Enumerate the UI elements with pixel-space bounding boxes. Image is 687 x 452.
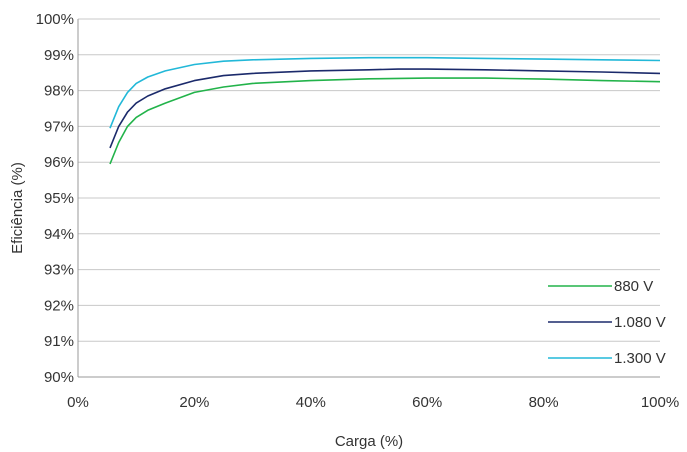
x-tick-label: 80% xyxy=(529,394,559,411)
legend: 880 V 1.080 V 1.300 V xyxy=(548,278,666,367)
y-tick-label: 99% xyxy=(44,47,74,64)
grid xyxy=(78,18,660,342)
axes: 90% 91% 92% 93% 94% 95% 96% 97% 98% 99% 100% 0% 20% 4… xyxy=(36,11,680,411)
legend-label: 880 V xyxy=(614,278,653,295)
y-tick-label: 93% xyxy=(44,262,74,279)
y-tick-label: 96% xyxy=(44,154,74,171)
series-line xyxy=(109,68,661,149)
x-tick-label: 60% xyxy=(412,394,442,411)
series-line xyxy=(109,56,661,129)
series-group xyxy=(109,56,661,165)
y-tick-label: 90% xyxy=(44,369,74,386)
y-tick-label: 95% xyxy=(44,190,74,207)
x-tick-label: 40% xyxy=(296,394,326,411)
x-tick-label: 20% xyxy=(179,394,209,411)
y-tick-label: 97% xyxy=(44,118,74,135)
x-tick-label: 100% xyxy=(641,394,679,411)
y-tick-label: 98% xyxy=(44,83,74,100)
legend-label: 1.080 V xyxy=(614,314,666,331)
y-tick-label: 92% xyxy=(44,297,74,314)
x-axis-title: Carga (%) xyxy=(335,433,403,450)
x-tick-label: 0% xyxy=(67,394,89,411)
y-tick-label: 100% xyxy=(36,11,74,28)
legend-label: 1.300 V xyxy=(614,350,666,367)
y-axis-title: Eficiência (%) xyxy=(9,162,26,254)
y-tick-label: 91% xyxy=(44,333,74,350)
series-line xyxy=(109,77,661,165)
y-tick-label: 94% xyxy=(44,226,74,243)
